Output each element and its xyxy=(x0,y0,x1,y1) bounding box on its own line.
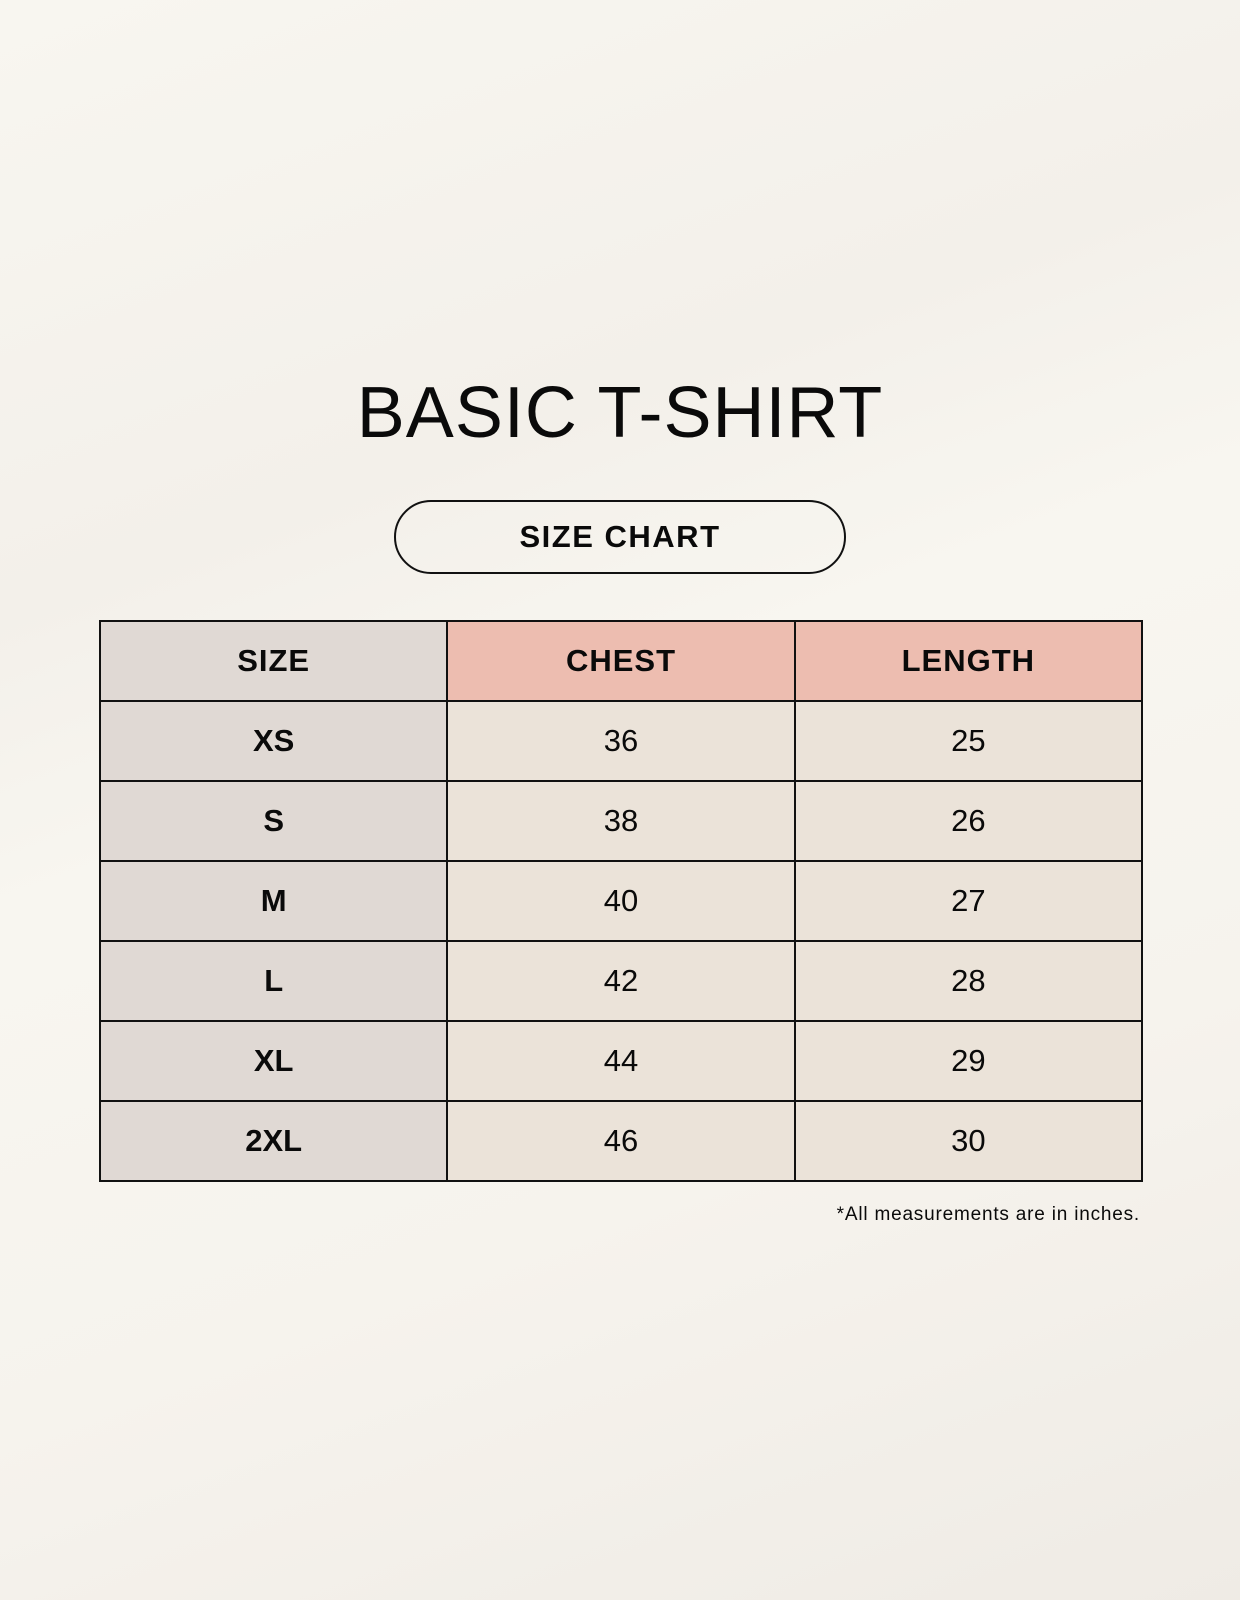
cell-chest: 38 xyxy=(446,780,796,862)
size-chart-label: SIZE CHART xyxy=(394,500,846,574)
table-row: 2XL 46 30 xyxy=(98,1100,1144,1182)
cell-chest: 40 xyxy=(446,860,796,942)
cell-size: L xyxy=(98,940,449,1022)
cell-chest: 36 xyxy=(446,700,796,782)
cell-length: 29 xyxy=(793,1020,1144,1102)
table-header-row: SIZE CHEST LENGTH xyxy=(98,620,1144,702)
cell-size: 2XL xyxy=(98,1100,449,1182)
cell-length: 25 xyxy=(793,700,1144,782)
cell-chest: 42 xyxy=(446,940,796,1022)
cell-size: M xyxy=(98,860,449,942)
cell-chest: 46 xyxy=(446,1100,796,1182)
cell-size: XL xyxy=(98,1020,449,1102)
measurement-note: *All measurements are in inches. xyxy=(836,1204,1140,1225)
table-row: S 38 26 xyxy=(98,780,1144,862)
table-row: XS 36 25 xyxy=(98,700,1144,782)
cell-size: S xyxy=(98,780,449,862)
cell-length: 27 xyxy=(793,860,1144,942)
cell-length: 28 xyxy=(793,940,1144,1022)
cell-size: XS xyxy=(98,700,449,782)
header-chest: CHEST xyxy=(446,620,796,702)
header-length: LENGTH xyxy=(793,620,1144,702)
page-title: BASIC T-SHIRT xyxy=(356,373,884,453)
cell-length: 26 xyxy=(793,780,1144,862)
table-row: XL 44 29 xyxy=(98,1020,1144,1102)
table-row: M 40 27 xyxy=(98,860,1144,942)
table-row: L 42 28 xyxy=(98,940,1144,1022)
size-table: SIZE CHEST LENGTH XS 36 25 S 38 26 M 40 27 L 42 28 X… xyxy=(98,620,1144,1182)
cell-length: 30 xyxy=(793,1100,1144,1182)
cell-chest: 44 xyxy=(446,1020,796,1102)
header-size: SIZE xyxy=(98,620,449,702)
